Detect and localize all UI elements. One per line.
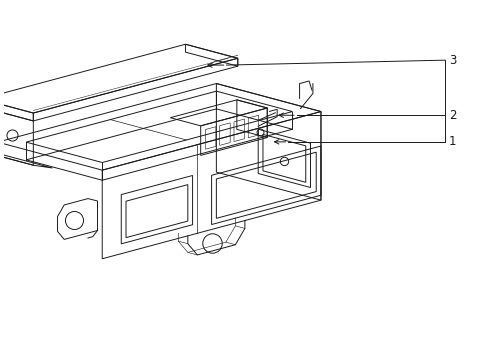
Text: 2: 2 (449, 109, 456, 122)
Text: 3: 3 (449, 54, 456, 67)
Text: 1: 1 (449, 135, 456, 148)
